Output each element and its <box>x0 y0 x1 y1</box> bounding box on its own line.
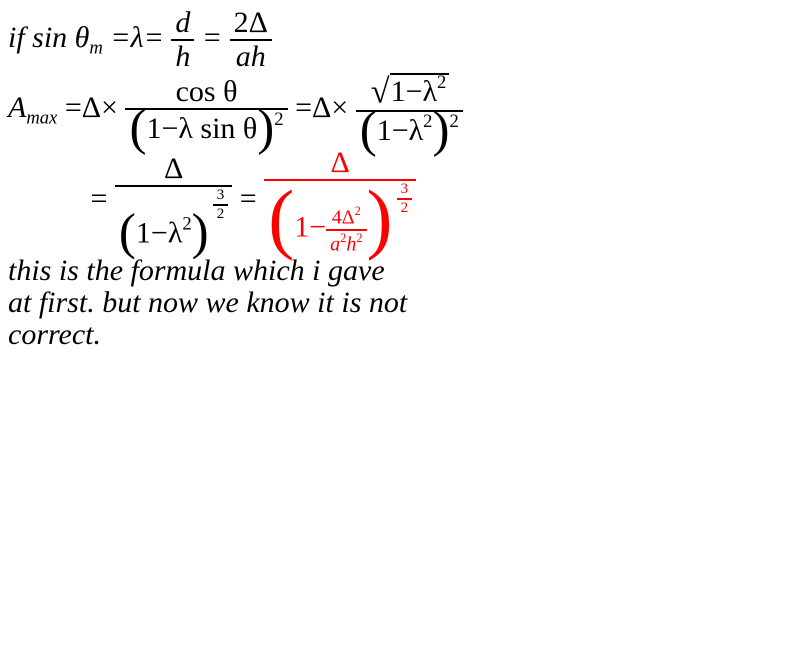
numerator: Δ <box>115 154 232 184</box>
denominator: (1−λ2) 3 2 <box>115 188 232 248</box>
subscript: m <box>89 37 102 58</box>
fraction: 2Δ ah <box>230 8 272 72</box>
denominator: h <box>171 42 194 72</box>
text: A <box>8 91 26 124</box>
numerator: 2Δ <box>230 8 272 38</box>
text: = <box>91 182 108 215</box>
text: =λ= <box>110 21 163 54</box>
text: = <box>240 182 257 215</box>
narrative-line-1: this is the formula which i gave <box>8 256 792 286</box>
denominator: (1− 4Δ2 a2h2 ) 3 2 <box>264 182 416 254</box>
text: =Δ× <box>65 91 118 124</box>
text: = <box>202 21 222 54</box>
fraction: Δ (1−λ2) 3 2 <box>115 154 232 248</box>
equation-line-3: = Δ (1−λ2) 3 2 = Δ (1− 4Δ2 a2h2 ) 3 <box>8 148 792 254</box>
denominator: ah <box>230 42 272 72</box>
fraction: √1−λ2 (1−λ2)2 <box>356 74 463 146</box>
equation-line-1: if sin θm =λ= d h = 2Δ ah <box>8 8 792 72</box>
sqrt: √1−λ2 <box>369 74 449 109</box>
numerator: √1−λ2 <box>356 74 463 109</box>
text: if sin θ <box>8 21 89 54</box>
denominator: (1−λ sin θ)2 <box>125 111 287 144</box>
text: =Δ× <box>295 91 348 124</box>
fraction-highlight: Δ (1− 4Δ2 a2h2 ) 3 2 <box>264 148 416 254</box>
subscript: max <box>26 108 57 129</box>
numerator: d <box>171 8 194 38</box>
narrative-line-2: at first. but now we know it is not <box>8 288 792 318</box>
indent <box>8 182 83 215</box>
fraction: cos θ (1−λ sin θ)2 <box>125 77 287 144</box>
fraction: d h <box>171 8 194 72</box>
equation-line-2: Amax =Δ× cos θ (1−λ sin θ)2 =Δ× √1−λ2 (1… <box>8 74 792 146</box>
denominator: (1−λ2)2 <box>356 113 463 146</box>
narrative-line-3: correct. <box>8 320 792 350</box>
